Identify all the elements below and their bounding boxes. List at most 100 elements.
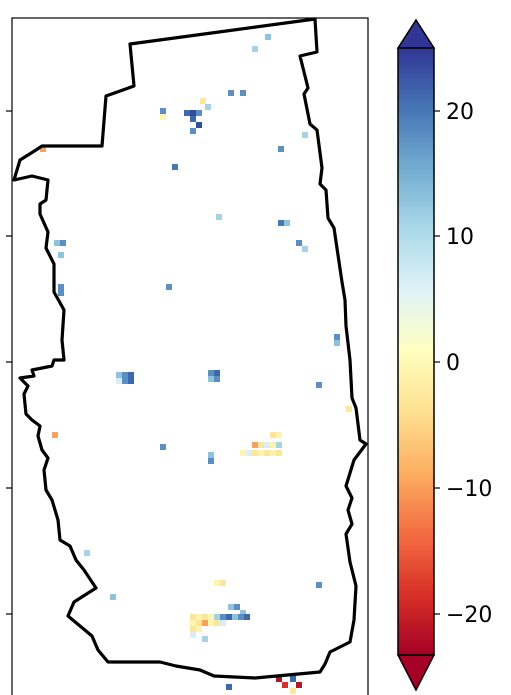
change-pixel xyxy=(316,582,322,588)
change-pixel xyxy=(226,614,232,620)
change-pixel xyxy=(205,104,211,110)
change-pixel xyxy=(190,620,196,626)
change-pixel xyxy=(270,442,276,448)
colorbar-tick-label: 10 xyxy=(446,225,474,250)
pixel-group-west-edge xyxy=(40,146,66,296)
change-pixel xyxy=(252,442,258,448)
change-pixel xyxy=(208,620,214,626)
change-pixel xyxy=(276,442,282,448)
change-pixel xyxy=(208,376,214,382)
change-pixel xyxy=(128,372,134,378)
change-pixel xyxy=(202,620,208,626)
change-pixel xyxy=(200,98,206,104)
change-pixel xyxy=(226,684,232,690)
study-area-boundary xyxy=(12,17,368,680)
change-pixel xyxy=(276,432,282,438)
change-pixel xyxy=(202,636,208,642)
change-pixel xyxy=(270,450,276,456)
change-pixel xyxy=(214,376,220,382)
change-pixel xyxy=(244,614,250,620)
colorbar-tick-label: −20 xyxy=(446,603,492,628)
change-pixel xyxy=(196,614,202,620)
change-pixel xyxy=(296,682,302,688)
change-pixel xyxy=(196,122,202,128)
change-pixel xyxy=(276,450,282,456)
change-pixel xyxy=(214,580,220,586)
change-pixel xyxy=(208,458,214,464)
change-pixel xyxy=(220,614,226,620)
map-y-ticks xyxy=(6,110,12,615)
change-pixel xyxy=(258,450,264,456)
change-pixel xyxy=(252,450,258,456)
pixel-group-center xyxy=(52,214,352,450)
change-pixel xyxy=(284,220,290,226)
colorbar-tick-label: −10 xyxy=(446,477,492,502)
change-pixel xyxy=(116,372,122,378)
change-pixel xyxy=(190,116,196,122)
change-pixel xyxy=(216,214,222,220)
pixel-group-north-top xyxy=(160,34,308,170)
change-pixel xyxy=(232,614,238,620)
colorbar-ticks: 20 10 0 −10 −20 xyxy=(434,100,492,628)
pixel-group-east-cluster xyxy=(208,432,282,464)
pixel-group-south xyxy=(84,550,322,694)
change-pixel xyxy=(196,110,202,116)
change-pixel xyxy=(282,682,288,688)
change-pixel xyxy=(166,284,172,290)
change-pixel xyxy=(128,378,134,384)
change-pixel xyxy=(122,378,128,384)
change-pixel xyxy=(184,110,190,116)
change-pixel xyxy=(220,580,226,586)
change-pixel xyxy=(252,46,258,52)
colorbar-extend-top xyxy=(396,18,436,49)
change-pixel xyxy=(265,34,271,40)
change-pixel xyxy=(290,676,296,682)
change-pixel xyxy=(246,450,252,456)
change-pixel xyxy=(190,110,196,116)
map-axes xyxy=(6,17,369,695)
change-pixel xyxy=(122,372,128,378)
change-pixel xyxy=(240,450,246,456)
change-pixel xyxy=(190,614,196,620)
change-pixel xyxy=(116,378,122,384)
colorbar-body xyxy=(397,47,435,656)
change-pixel xyxy=(264,442,270,448)
colorbar-tick-label: 20 xyxy=(446,100,474,125)
change-pixel xyxy=(278,146,284,152)
change-pixel xyxy=(202,614,208,620)
change-pixel xyxy=(334,334,340,340)
change-pixel xyxy=(208,452,214,458)
change-pixel xyxy=(302,132,308,138)
change-pixel xyxy=(172,164,178,170)
change-pixel xyxy=(240,90,246,96)
change-pixel xyxy=(258,442,264,448)
change-pixel xyxy=(346,406,352,412)
change-pixel xyxy=(110,594,116,600)
change-pixel xyxy=(160,114,166,120)
colorbar: 20 10 0 −10 −20 xyxy=(396,18,492,692)
change-pixel xyxy=(302,246,308,252)
change-pixel xyxy=(54,240,60,246)
change-pixel xyxy=(190,632,196,638)
change-pixel xyxy=(290,688,296,694)
change-pixel xyxy=(278,220,284,226)
colorbar-tick-label: 0 xyxy=(446,351,460,376)
change-pixel xyxy=(60,240,66,246)
change-pixel xyxy=(58,290,64,296)
change-pixel xyxy=(58,252,64,258)
change-pixel xyxy=(240,610,246,616)
change-pixel xyxy=(208,614,214,620)
colorbar-extend-bottom xyxy=(396,654,436,692)
change-pixel xyxy=(276,676,282,682)
change-pixel xyxy=(160,108,166,114)
change-pixel xyxy=(196,626,202,632)
change-pixel xyxy=(214,370,220,376)
change-pixel xyxy=(190,128,196,134)
change-pixel xyxy=(228,604,234,610)
change-pixel xyxy=(208,370,214,376)
change-pixel xyxy=(270,432,276,438)
change-pixel xyxy=(84,550,90,556)
change-pixel xyxy=(214,614,220,620)
change-pixel xyxy=(334,340,340,346)
